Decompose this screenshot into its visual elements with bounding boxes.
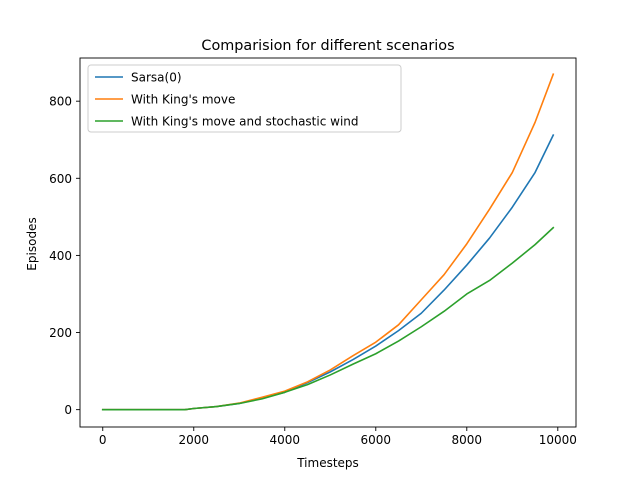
legend-label-2: With King's move and stochastic wind [131,115,359,129]
axes-frame [79,57,577,428]
y-tick-label-0: 0 [64,403,72,417]
y-tick-label-4: 800 [49,95,72,109]
axes: 0 2000 4000 6000 8000 10000 0 200 400 600 800 [49,57,577,447]
y-tick-label-1: 200 [49,326,72,340]
series-line-2 [101,226,555,411]
x-tick-label-1: 2000 [178,433,209,447]
y-axis-label: Episodes [25,217,39,270]
y-tick-label-2: 400 [49,249,72,263]
x-tick-label-2: 4000 [269,433,300,447]
legend-label-1: With King's move [131,93,235,107]
x-tick-label-4: 8000 [452,433,483,447]
x-tick-label-3: 6000 [361,433,392,447]
legend-box [87,64,402,133]
series-lines [101,73,555,411]
x-tick-label-5: 10000 [539,433,577,447]
legend-label-0: Sarsa(0) [131,71,182,85]
x-tick-label-0: 0 [99,433,107,447]
chart-title: Comparision for different scenarios [201,38,454,54]
y-tick-label-3: 600 [49,172,72,186]
legend: Sarsa(0) With King's move With King's move… [87,64,402,133]
x-axis-label: Timesteps [296,456,359,470]
